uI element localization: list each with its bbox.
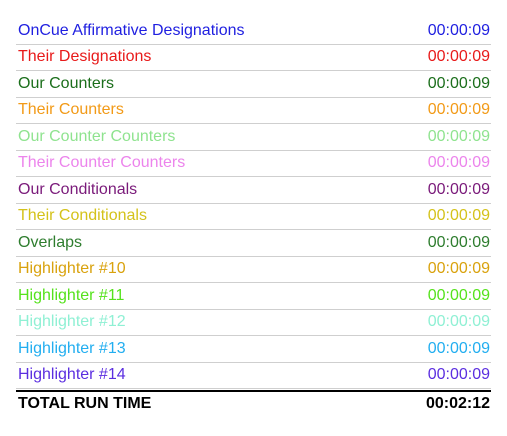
- designation-row: Highlighter #11 00:00:09: [16, 283, 491, 310]
- designation-row: Our Counter Counters 00:00:09: [16, 124, 491, 151]
- designation-row: Our Counters 00:00:09: [16, 71, 491, 98]
- designation-time: 00:00:09: [427, 286, 490, 304]
- designation-row: Their Conditionals 00:00:09: [16, 204, 491, 230]
- designation-label: Our Conditionals: [18, 180, 138, 198]
- designation-label: Their Counters: [18, 101, 124, 119]
- designation-time: 00:00:09: [427, 127, 490, 145]
- total-row: TOTAL RUN TIME 00:02:12: [16, 390, 491, 416]
- designation-time: 00:00:09: [427, 21, 490, 39]
- designation-label: Our Counters: [18, 74, 115, 92]
- designation-label: Highlighter #11: [18, 286, 125, 304]
- designation-row: Their Counters 00:00:09: [16, 98, 491, 124]
- designation-row: Highlighter #10 00:00:09: [16, 257, 491, 283]
- designation-label: Highlighter #10: [18, 260, 126, 278]
- designation-label: Our Counter Counters: [18, 127, 176, 145]
- designation-time: 00:00:09: [427, 101, 490, 119]
- designation-row: Highlighter #14 00:00:09: [16, 363, 491, 389]
- designation-time: 00:00:09: [427, 366, 490, 384]
- designation-time: 00:00:09: [427, 207, 490, 225]
- designation-label: Highlighter #14: [18, 366, 126, 384]
- designation-time: 00:00:09: [427, 313, 490, 331]
- designation-row: Overlaps 00:00:09: [16, 230, 491, 257]
- designation-label: Overlaps: [18, 233, 83, 251]
- designation-row: Highlighter #13 00:00:09: [16, 336, 491, 363]
- total-time: 00:02:12: [425, 395, 490, 412]
- designation-label: Their Conditionals: [18, 207, 147, 225]
- designation-time: 00:00:09: [427, 260, 490, 278]
- total-label: TOTAL RUN TIME: [18, 395, 152, 412]
- designation-list: OnCue Affirmative Designations 00:00:09 Th…: [16, 18, 491, 389]
- designation-label: Their Designations: [18, 48, 152, 66]
- designation-time: 00:00:09: [427, 233, 490, 251]
- designation-label: Their Counter Counters: [18, 154, 186, 172]
- designation-row: Their Counter Counters 00:00:09: [16, 151, 491, 177]
- designation-time: 00:00:09: [427, 154, 490, 172]
- designation-row: Our Conditionals 00:00:09: [16, 177, 491, 204]
- designation-time: 00:00:09: [427, 74, 490, 92]
- designation-label: Highlighter #12: [18, 313, 126, 331]
- designation-time: 00:00:09: [427, 180, 490, 198]
- designation-time: 00:00:09: [427, 48, 490, 66]
- designation-row: Highlighter #12 00:00:09: [16, 310, 491, 336]
- run-time-panel: OnCue Affirmative Designations 00:00:09 Th…: [16, 18, 491, 416]
- designation-time: 00:00:09: [427, 339, 490, 357]
- designation-row: OnCue Affirmative Designations 00:00:09: [16, 18, 491, 45]
- designation-label: OnCue Affirmative Designations: [18, 21, 245, 39]
- designation-row: Their Designations 00:00:09: [16, 45, 491, 71]
- designation-label: Highlighter #13: [18, 339, 126, 357]
